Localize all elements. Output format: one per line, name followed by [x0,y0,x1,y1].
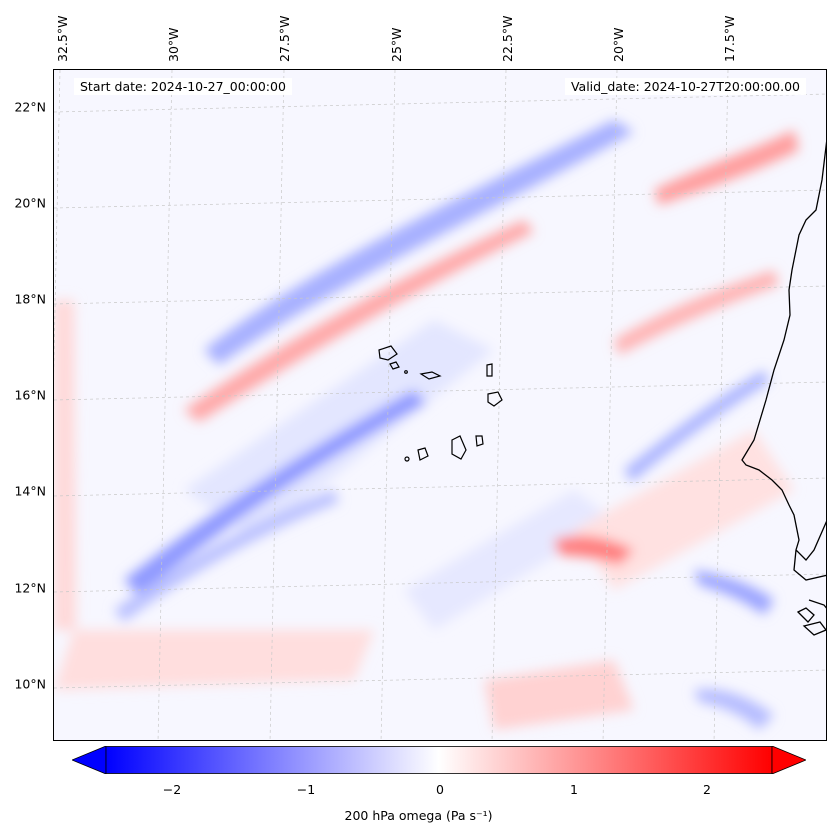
island-santa-luzia [404,370,408,374]
island-maio [475,435,484,447]
island-boa-vista [487,391,503,407]
colorbar-gradient [72,746,806,774]
ascent-spot-south [694,570,774,615]
ascent-area-south [404,490,614,630]
colorbar-body [105,746,773,774]
lat-label-16n: 16°N [14,387,46,403]
omega-field-map [54,70,826,740]
start-date-label: Start date: 2024-10-27_00:00:00 [74,78,292,95]
ascent-band-northwest [204,120,634,365]
descent-area-southwest [54,630,374,690]
colorbar-extend-high [771,746,806,774]
valid-date-label: Valid_date: 2024-10-27T20:00:00.00 [564,78,806,95]
lon-label-30w: 30°W [166,27,181,62]
colorbar [72,746,806,774]
descent-area-west [54,300,76,630]
lon-label-22-5w: 22.5°W [500,15,515,62]
graticule [54,70,826,740]
colorbar-tick-1: 1 [570,782,578,797]
colorbar-extend-low [72,746,107,774]
island-santiago [451,435,467,460]
island-sao-nicolau [419,371,442,380]
island-brava [404,456,410,462]
map-panel[interactable]: Start date: 2024-10-27_00:00:00 Valid_da… [53,69,827,741]
lon-label-20w: 20°W [611,27,626,62]
coastline [741,141,826,636]
descent-band-northeast [654,130,799,205]
descent-spot-southeast [554,535,634,565]
island-sal [486,363,493,377]
coast-islands-south [796,607,826,636]
lon-label-32-5w: 32.5°W [55,15,70,62]
descent-band-east [614,270,779,355]
lon-label-27-5w: 27.5°W [277,15,292,62]
lat-label-22n: 22°N [14,99,46,115]
lon-label-17-5w: 17.5°W [722,15,737,62]
lon-label-25w: 25°W [389,27,404,62]
colorbar-tick-0: 0 [436,782,444,797]
colorbar-tick-2: 2 [703,782,711,797]
colorbar-tick-neg1: −1 [296,782,316,797]
colorbar-tick-neg2: −2 [162,782,182,797]
lat-label-10n: 10°N [14,676,46,692]
descent-area-bottom-right [484,660,634,730]
descent-band-northwest [184,220,534,422]
island-santo-antao [378,345,398,361]
west-africa-coastline [741,141,826,609]
ascent-band-east [624,370,769,482]
lat-label-14n: 14°N [14,483,46,499]
island-fogo [417,447,429,461]
ascent-spot-bottom [694,689,774,730]
cape-verde-islands [378,345,503,462]
lat-label-18n: 18°N [14,291,46,307]
colorbar-label: 200 hPa omega (Pa s⁻¹) [344,808,493,823]
lat-label-20n: 20°N [14,195,46,211]
lat-label-12n: 12°N [14,580,46,596]
island-sao-vicente [389,361,400,370]
